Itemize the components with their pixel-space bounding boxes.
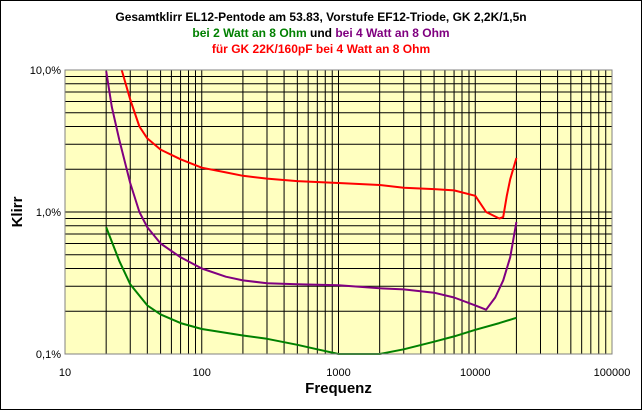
y-axis-label: Klirr	[9, 196, 26, 227]
chart-title-line-1: Gesamtklirr EL12-Pentode am 53.83, Vorst…	[115, 10, 527, 24]
x-axis-label: Frequenz	[305, 380, 372, 397]
y-tick-label: 0,1%	[36, 349, 61, 361]
x-tick-label: 10	[59, 367, 71, 379]
x-tick-label: 10000	[460, 367, 491, 379]
plot-border	[64, 69, 613, 355]
x-tick-label: 100000	[594, 367, 631, 379]
title-green-part: bei 2 Watt an 8 Ohm	[192, 26, 307, 40]
series-line-3	[120, 69, 518, 220]
series-group	[105, 69, 518, 355]
x-tick-labels: 10 100 1000 10000 100000	[59, 367, 630, 379]
chart-title-line-3: für GK 22K/160pF bei 4 Watt an 8 Ohm	[211, 42, 431, 56]
title-connector: und	[306, 26, 336, 40]
chart-title-line-2: bei 2 Watt an 8 Ohm und bei 4 Watt an 8 …	[0, 26, 642, 41]
y-tick-label: 10,0%	[30, 65, 61, 77]
x-tick-label: 1000	[326, 367, 350, 379]
title-purple-part: bei 4 Watt an 8 Ohm	[335, 26, 450, 40]
grid-lines	[65, 70, 612, 354]
series-line-1	[105, 226, 517, 355]
x-tick-label: 100	[193, 367, 211, 379]
y-tick-label: 1,0%	[36, 207, 61, 219]
y-tick-labels: 0,1% 1,0% 10,0%	[30, 65, 61, 361]
series-line-2	[105, 71, 518, 311]
